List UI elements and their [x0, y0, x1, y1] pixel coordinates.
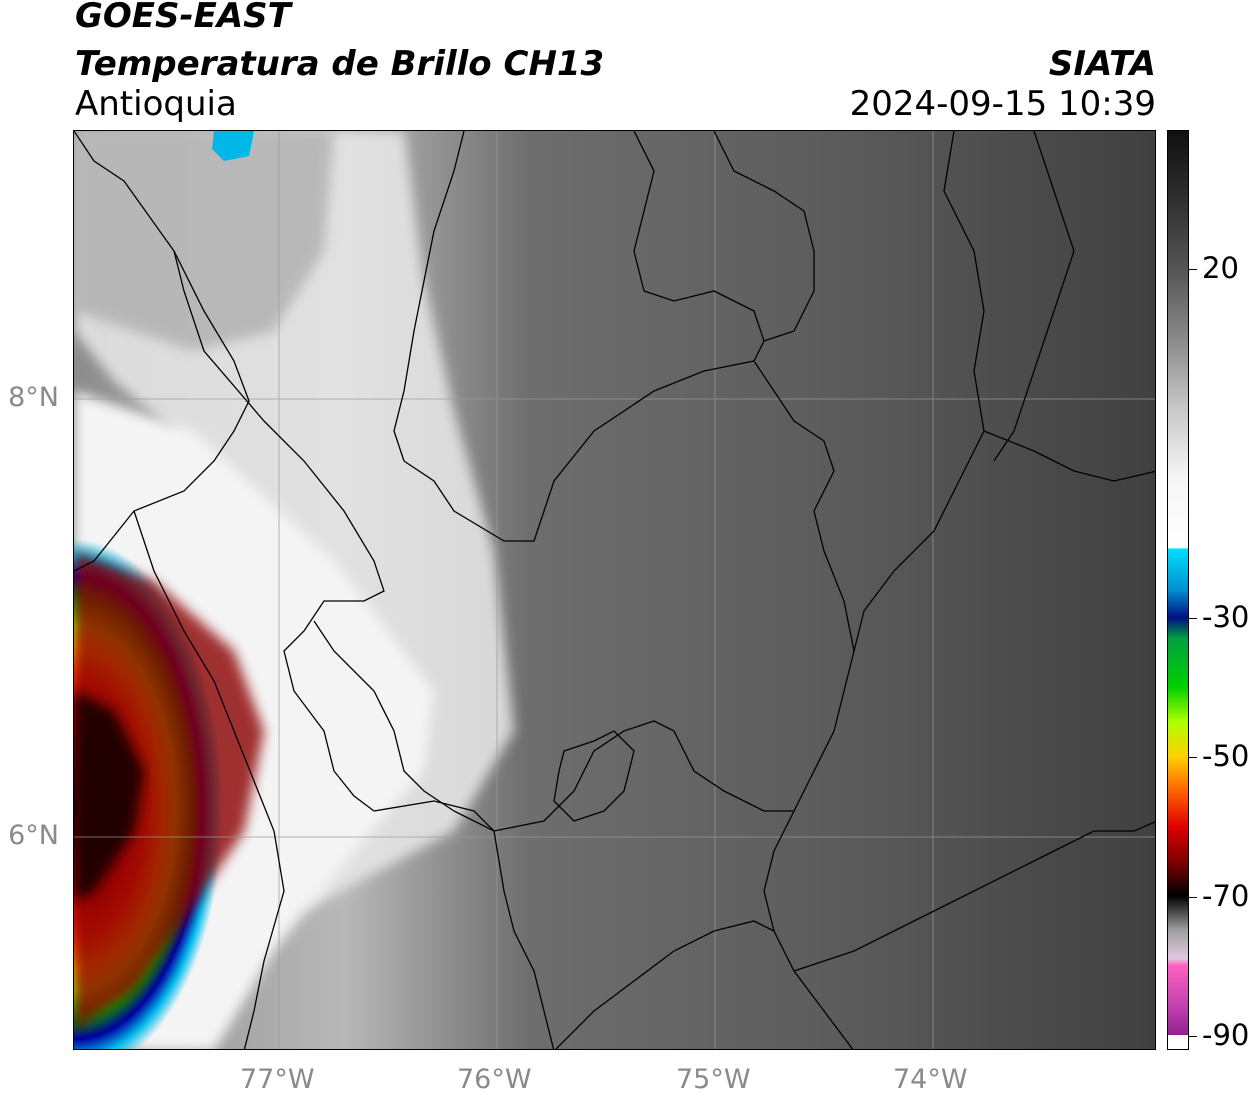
lon-label-76w: 76°W	[457, 1064, 532, 1095]
region-subtitle: Antioquia	[75, 84, 237, 124]
gulf-uraba	[74, 250, 250, 572]
product-title: Temperatura de Brillo CH13	[75, 44, 605, 84]
lat-label-6n: 6°N	[8, 820, 59, 851]
storm-core	[74, 551, 264, 1031]
colorbar-tick	[1189, 617, 1197, 619]
southeast-border	[793, 821, 1155, 972]
colorbar-tick-label: -30	[1202, 599, 1250, 634]
north-border-2	[633, 131, 765, 362]
colorbar-tick	[1189, 269, 1197, 271]
colorbar-tick	[1189, 896, 1197, 898]
colorbar-tick	[1189, 1036, 1197, 1038]
atrato-river	[133, 510, 285, 1049]
lon-label-75w: 75°W	[676, 1064, 751, 1095]
lat-label-8n: 8°N	[8, 382, 59, 413]
east-border-2	[813, 470, 855, 652]
east-border-4	[993, 131, 1075, 462]
cold-patch-top	[212, 131, 254, 161]
north-border-1	[393, 131, 465, 462]
boundaries	[74, 131, 1155, 1049]
storm-center	[74, 691, 144, 901]
antioquia-border-north	[403, 360, 835, 542]
north-border-3	[713, 131, 815, 342]
antioquia-border-west	[313, 620, 455, 812]
cloud-band-upper	[74, 131, 334, 351]
lon-label-74w: 74°W	[893, 1064, 968, 1095]
colorbar-tick-label: -50	[1202, 739, 1250, 774]
south-border-4	[673, 730, 794, 812]
datetime-label: 2024-09-15 10:39	[849, 84, 1156, 124]
agency-label: SIATA	[1048, 44, 1156, 84]
lon-label-77w: 77°W	[240, 1064, 315, 1095]
brightness-temperature-map	[73, 130, 1156, 1050]
colorbar-tick-label: -90	[1202, 1018, 1250, 1053]
satellite-title: GOES-EAST	[75, 0, 291, 36]
colorbar-tick-label: -70	[1202, 878, 1250, 913]
south-border-2	[555, 920, 775, 1049]
colorbar-tick	[1189, 757, 1197, 759]
south-border-1	[763, 650, 855, 1049]
colorbar-tick-label: 20	[1202, 251, 1239, 286]
east-border-3	[983, 430, 1155, 482]
gridlines	[74, 131, 1155, 1049]
coastline	[74, 131, 555, 1049]
south-border-3	[453, 720, 675, 832]
enclave	[553, 730, 635, 822]
temperature-colorbar	[1167, 130, 1189, 1050]
